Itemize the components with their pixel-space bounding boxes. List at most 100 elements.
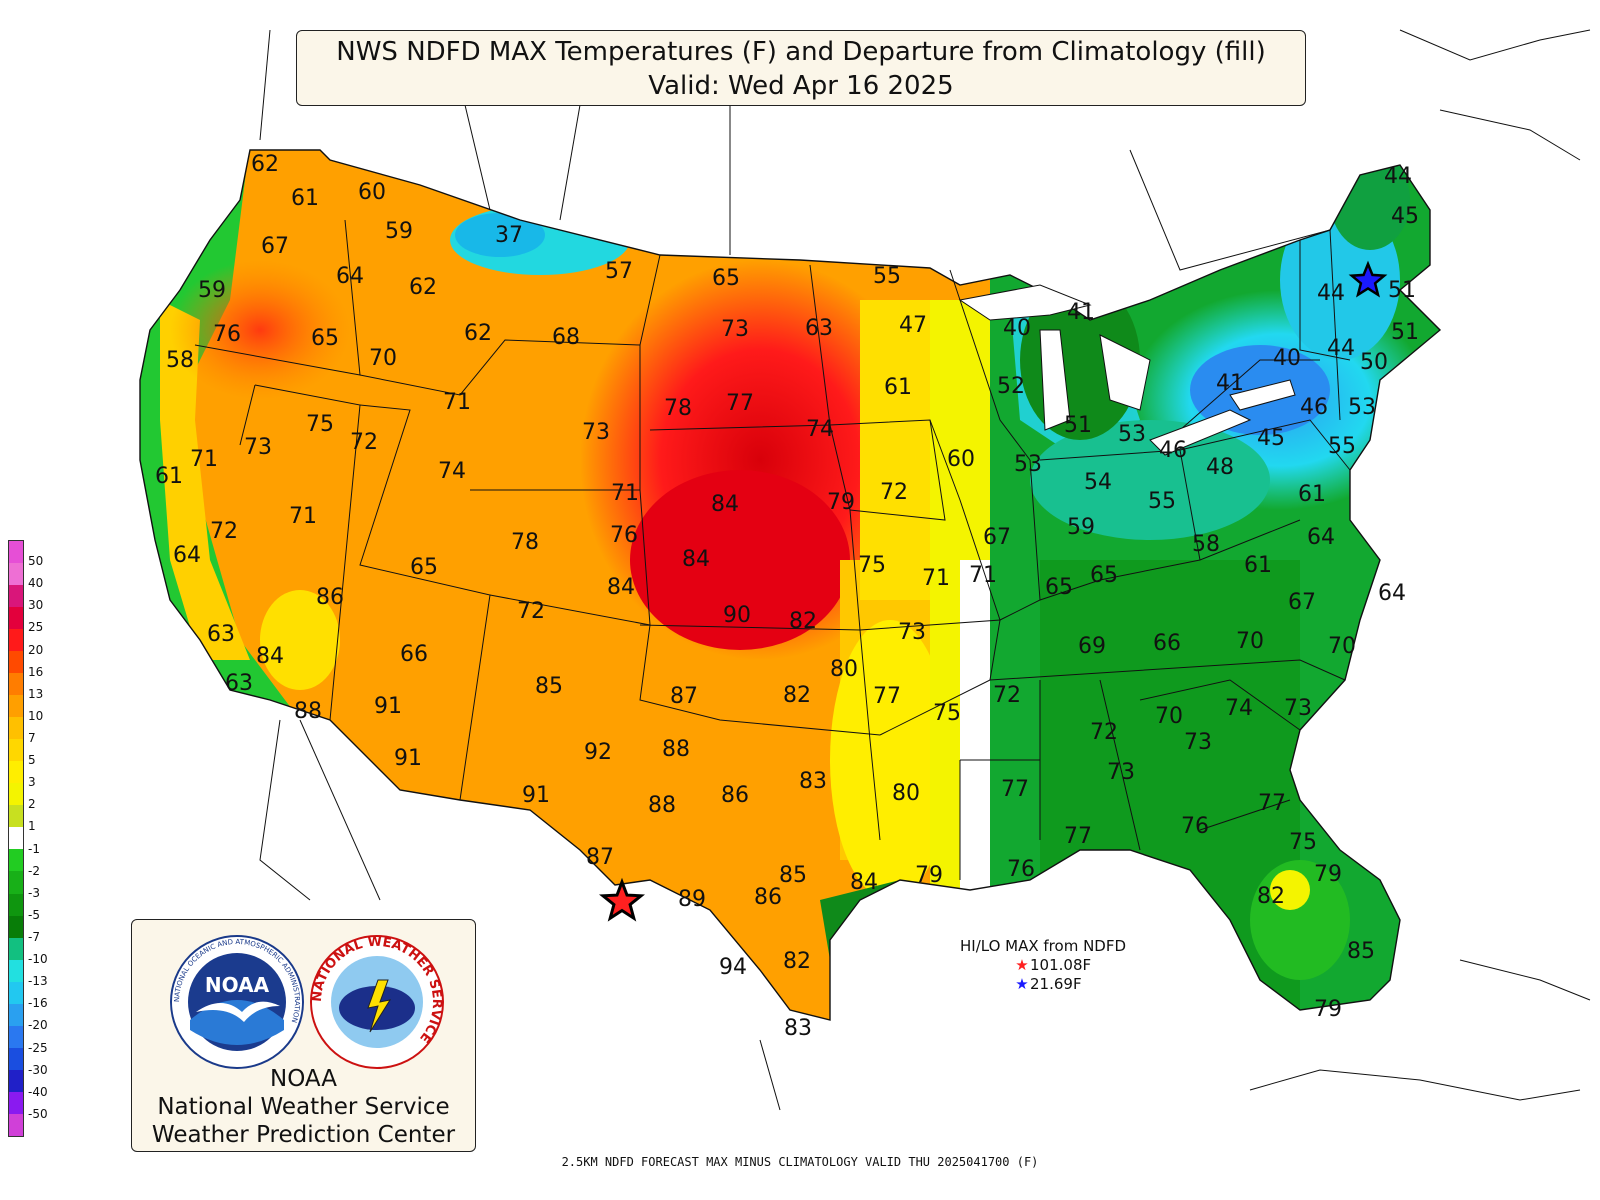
temperature-label: 72 bbox=[993, 683, 1021, 708]
temperature-label: 91 bbox=[374, 694, 402, 719]
temperature-label: 78 bbox=[664, 396, 692, 421]
logo-noaa-label: NOAA bbox=[269, 1066, 337, 1092]
temperature-label: 51 bbox=[1064, 413, 1092, 438]
temperature-label: 44 bbox=[1384, 164, 1412, 189]
temperature-label: 54 bbox=[1084, 470, 1112, 495]
temperature-label: 58 bbox=[1192, 532, 1220, 557]
temperature-label: 67 bbox=[261, 234, 289, 259]
temperature-label: 57 bbox=[605, 259, 633, 284]
temperature-label: 41 bbox=[1067, 300, 1095, 325]
logo-nws-label: National Weather Service bbox=[157, 1094, 450, 1120]
hilo-legend-lo: ★21.69F bbox=[1014, 975, 1081, 993]
colorbar-swatch bbox=[9, 937, 23, 960]
temperature-label: 74 bbox=[806, 417, 834, 442]
temperature-label: 73 bbox=[582, 420, 610, 445]
temperature-label: 73 bbox=[1284, 696, 1312, 721]
temperature-label: 61 bbox=[291, 186, 319, 211]
temperature-label: 76 bbox=[213, 322, 241, 347]
colorbar-swatch bbox=[9, 1113, 23, 1136]
colorbar-swatch bbox=[9, 651, 23, 674]
temperature-label: 70 bbox=[369, 346, 397, 371]
temperature-label: 52 bbox=[997, 374, 1025, 399]
temperature-label: 74 bbox=[438, 459, 466, 484]
hi-value: 101.08F bbox=[1030, 956, 1092, 974]
temperature-label: 83 bbox=[784, 1016, 812, 1041]
temperature-label: 70 bbox=[1236, 629, 1264, 654]
colorbar-swatch bbox=[9, 805, 23, 828]
colorbar-tick-label: -25 bbox=[28, 1040, 48, 1055]
temperature-label: 84 bbox=[850, 870, 878, 895]
colorbar-tick-label: 5 bbox=[28, 753, 36, 768]
hilo-legend-title: HI/LO MAX from NDFD bbox=[960, 937, 1127, 955]
temperature-label: 85 bbox=[1347, 939, 1375, 964]
colorbar-swatch bbox=[9, 739, 23, 762]
colorbar-swatch bbox=[9, 629, 23, 652]
colorbar-swatch bbox=[9, 673, 23, 696]
temperature-label: 65 bbox=[311, 326, 339, 351]
colorbar-tick-label: 40 bbox=[28, 576, 44, 591]
logo-wpc-label: Weather Prediction Center bbox=[151, 1122, 456, 1148]
temperature-label: 65 bbox=[410, 555, 438, 580]
temperature-label: 79 bbox=[1314, 862, 1342, 887]
colorbar-swatch bbox=[9, 1069, 23, 1092]
temperature-label: 55 bbox=[873, 264, 901, 289]
temperature-label: 63 bbox=[207, 622, 235, 647]
temperature-label: 53 bbox=[1014, 452, 1042, 477]
temperature-label: 50 bbox=[1360, 350, 1388, 375]
colorbar-swatch bbox=[9, 849, 23, 872]
colorbar-swatch bbox=[9, 563, 23, 586]
temperature-label: 45 bbox=[1391, 204, 1419, 229]
temperature-label: 72 bbox=[880, 480, 908, 505]
temperature-label: 82 bbox=[783, 949, 811, 974]
temperature-label: 40 bbox=[1003, 316, 1031, 341]
temperature-label: 41 bbox=[1216, 371, 1244, 396]
temperature-label: 83 bbox=[799, 769, 827, 794]
temperature-label: 61 bbox=[155, 464, 183, 489]
svg-text:NOAA: NOAA bbox=[205, 973, 270, 997]
colorbar-tick-label: -20 bbox=[28, 1018, 48, 1033]
colorbar-swatch bbox=[9, 585, 23, 608]
temperature-label: 66 bbox=[1153, 631, 1181, 656]
temperature-label: 72 bbox=[350, 430, 378, 455]
temperature-label: 80 bbox=[830, 657, 858, 682]
temperature-label: 60 bbox=[947, 447, 975, 472]
temperature-label: 61 bbox=[1244, 553, 1272, 578]
temperature-label: 73 bbox=[244, 435, 272, 460]
temperature-label: 40 bbox=[1273, 346, 1301, 371]
temperature-label: 55 bbox=[1328, 434, 1356, 459]
logo-box: NOAA NATIONAL OCEANIC AND ATMOSPHERIC AD… bbox=[131, 919, 476, 1152]
temperature-label: 76 bbox=[610, 523, 638, 548]
colorbar-tick-label: -10 bbox=[28, 952, 48, 967]
temperature-label: 62 bbox=[464, 321, 492, 346]
colorbar-swatch bbox=[9, 893, 23, 916]
temperature-label: 48 bbox=[1206, 455, 1234, 480]
temperature-label: 70 bbox=[1155, 704, 1183, 729]
temperature-label: 61 bbox=[884, 375, 912, 400]
colorbar-swatch bbox=[9, 761, 23, 784]
temperature-label: 77 bbox=[1258, 791, 1286, 816]
temperature-label: 91 bbox=[522, 783, 550, 808]
colorbar-tick-label: -1 bbox=[28, 841, 40, 856]
temperature-label: 79 bbox=[827, 490, 855, 515]
temperature-label: 71 bbox=[443, 390, 471, 415]
temperature-label: 77 bbox=[1064, 824, 1092, 849]
colorbar-tick-label: -50 bbox=[28, 1106, 48, 1121]
temperature-label: 94 bbox=[719, 955, 747, 980]
temperature-label: 67 bbox=[1288, 590, 1316, 615]
temperature-label: 84 bbox=[607, 575, 635, 600]
colorbar-tick-label: -40 bbox=[28, 1084, 48, 1099]
colorbar-tick-label: 13 bbox=[28, 686, 44, 701]
temperature-label: 64 bbox=[1378, 581, 1406, 606]
temperature-label: 85 bbox=[779, 863, 807, 888]
colorbar-swatch bbox=[9, 695, 23, 718]
temperature-label: 87 bbox=[670, 684, 698, 709]
temperature-label: 65 bbox=[712, 266, 740, 291]
colorbar-tick-label: 25 bbox=[28, 620, 44, 635]
colorbar-tick-label: -13 bbox=[28, 974, 48, 989]
footer-caption: 2.5KM NDFD FORECAST MAX MINUS CLIMATOLOG… bbox=[561, 1155, 1039, 1169]
temperature-label: 84 bbox=[711, 492, 739, 517]
blue-star-icon: ★ bbox=[1015, 975, 1029, 993]
temperature-label: 58 bbox=[166, 348, 194, 373]
colorbar-tick-label: 30 bbox=[28, 598, 44, 613]
